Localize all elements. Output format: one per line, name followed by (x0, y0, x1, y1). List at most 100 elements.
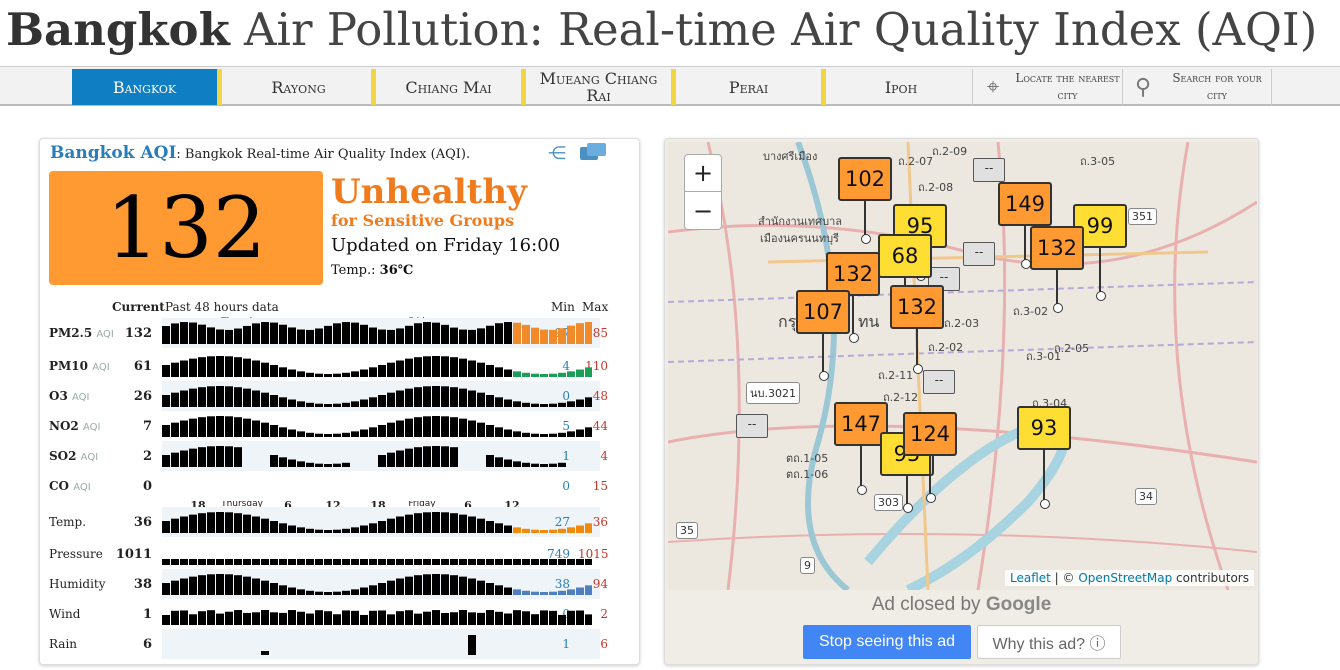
history-bar (315, 529, 323, 533)
history-bar (450, 357, 458, 377)
history-bar (486, 365, 494, 377)
pollutant-row[interactable]: Wind 1 0 2 (40, 599, 640, 629)
history-bar (162, 559, 170, 565)
leaflet-link[interactable]: Leaflet (1010, 571, 1051, 585)
history-bar (270, 455, 278, 467)
history-bar (513, 401, 521, 407)
pollutant-row[interactable]: NO2 AQI 7 5 44 (40, 411, 640, 441)
pollutant-unit: AQI (73, 482, 91, 493)
no-data-marker[interactable]: -- (973, 158, 1005, 182)
history-bar (180, 559, 188, 565)
history-bar (252, 420, 260, 437)
no-data-marker[interactable]: -- (736, 414, 768, 438)
no-data-marker[interactable]: -- (963, 242, 995, 266)
aqi-marker[interactable]: 147 (834, 402, 888, 446)
share-icon[interactable]: ⋲ (548, 143, 566, 164)
history-bar (495, 397, 503, 407)
history-bar (585, 322, 592, 344)
history-bar (549, 329, 557, 344)
pollutant-row[interactable]: PM2.5 AQI13297185 (40, 318, 640, 348)
history-bar (324, 404, 332, 407)
history-bar (288, 327, 296, 344)
pollutant-row[interactable]: PM10 AQI 61 4 110 (40, 351, 640, 381)
history-bar (558, 328, 566, 344)
history-bar (432, 356, 440, 377)
comments-icon[interactable] (580, 143, 606, 161)
history-bar (387, 518, 395, 533)
history-bar (243, 325, 251, 344)
tab-ipoh[interactable]: Ipoh (884, 77, 918, 97)
history-bar (450, 447, 458, 467)
history-bar (333, 463, 341, 467)
history-bar (297, 589, 305, 595)
osm-link[interactable]: OpenStreetMap (1078, 571, 1173, 585)
tab-rayong[interactable]: Rayong (226, 69, 376, 105)
pollutant-row[interactable]: Rain 6 1 6 (40, 629, 640, 659)
temperature: Temp.: 36℃ (331, 263, 413, 278)
stop-seeing-ad-button[interactable]: Stop seeing this ad (803, 625, 971, 659)
tab-bangkok[interactable]: Bangkok (72, 69, 222, 105)
history-bar (477, 612, 485, 625)
history-bar (387, 452, 395, 467)
history-bar (342, 590, 350, 595)
aqi-marker[interactable]: 132 (1030, 226, 1084, 270)
zoom-out-button[interactable]: − (684, 192, 722, 230)
history-bar (558, 559, 566, 565)
no-data-marker[interactable]: -- (928, 267, 960, 291)
pollutant-row[interactable]: Humidity 38 38 94 (40, 569, 640, 599)
history-bar (531, 591, 539, 595)
aqi-marker[interactable]: 68 (878, 234, 932, 278)
history-bar (189, 448, 197, 467)
history-bar (441, 574, 449, 595)
history-bar (468, 635, 476, 655)
zoom-in-button[interactable]: + (684, 154, 722, 192)
pollutant-row[interactable]: SO2 AQI 2 1 4 (40, 441, 640, 471)
road-shield: 34 (1135, 488, 1157, 505)
history-bar (171, 518, 179, 533)
pollutant-row[interactable]: Temp. 36 27 36 (40, 507, 640, 537)
tab-chiang-mai[interactable]: Chiang Mai (376, 69, 526, 105)
aqi-marker[interactable]: 124 (903, 412, 957, 456)
history-bar (441, 559, 449, 565)
history-bar (405, 559, 413, 565)
tab-mueang-chiang-rai[interactable]: Mueang Chiang Rai (526, 69, 676, 105)
history-bar (306, 329, 314, 344)
history-bar (243, 418, 251, 437)
history-bar (252, 612, 260, 625)
road-shield: 9 (800, 557, 815, 574)
history-bar (252, 578, 260, 595)
aqi-marker[interactable]: 93 (1017, 406, 1071, 450)
aqi-marker[interactable]: 102 (838, 157, 892, 201)
history-bar (549, 610, 557, 625)
pollutant-row[interactable]: Pressure 1011 749 1015 (40, 539, 640, 569)
history-bar (477, 518, 485, 533)
why-this-ad-button[interactable]: Why this ad? ⓘ (977, 625, 1121, 659)
history-bar (504, 459, 512, 467)
history-bar (540, 592, 548, 595)
locate-nearest-button[interactable]: ⌖ Locate the nearest city (972, 69, 1122, 105)
time-axis-tick: Thursday (221, 499, 263, 509)
map-place-label: กรุ (778, 312, 797, 331)
pollutant-row[interactable]: CO AQI 0 0 15 (40, 471, 640, 501)
tab-perai[interactable]: Perai (676, 69, 826, 105)
pollutant-name: Pressure (49, 547, 103, 561)
search-city-button[interactable]: ⚲ Search for your city (1122, 69, 1272, 105)
panel-city-label[interactable]: Bangkok AQI (50, 143, 177, 163)
pollutant-min: 1 (562, 637, 570, 651)
history-sparkline (162, 512, 592, 533)
aqi-marker[interactable]: 132 (826, 252, 880, 296)
history-bar (360, 324, 368, 344)
history-bar (459, 388, 467, 407)
aqi-marker[interactable]: 132 (890, 285, 944, 329)
no-data-marker[interactable]: -- (923, 370, 955, 394)
aqi-marker[interactable]: 107 (796, 290, 850, 334)
marker-pin (913, 329, 923, 374)
pollutant-row[interactable]: O3 AQI 26 0 48 (40, 381, 640, 411)
map-canvas[interactable]: บางศรีเมือง สำนักงานเทศบาล เมืองนครนนทบุ… (668, 142, 1257, 590)
history-bar (207, 416, 215, 437)
history-bar (486, 455, 494, 467)
history-bar (225, 574, 233, 595)
header-current: Current (112, 300, 165, 314)
history-bar (162, 615, 170, 625)
aqi-marker[interactable]: 149 (998, 182, 1052, 226)
